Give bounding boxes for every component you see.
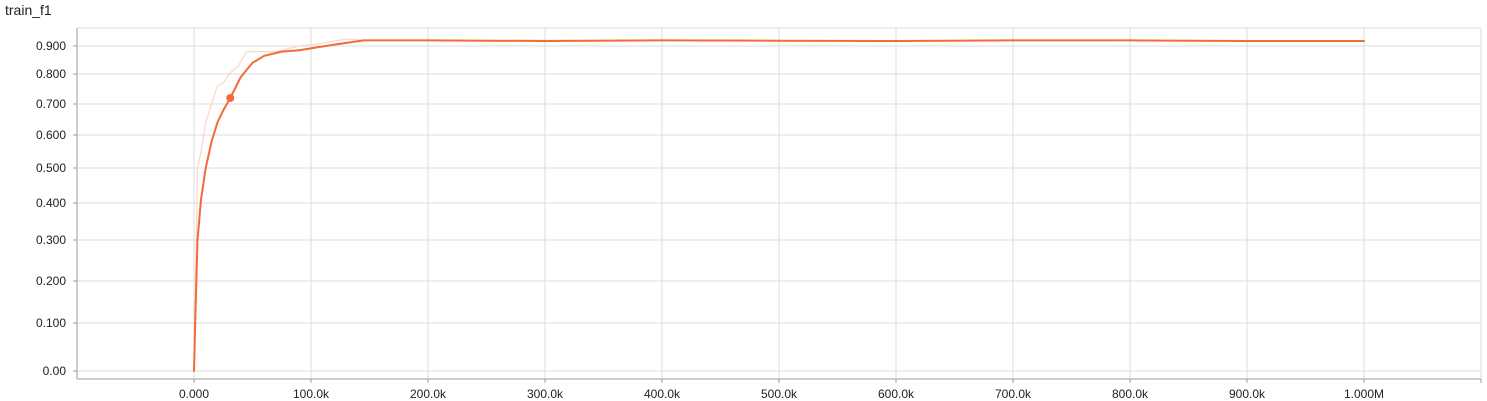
x-tick-label: 800.0k: [1112, 387, 1149, 401]
y-tick-label: 0.700: [36, 97, 66, 111]
x-axis-ticks: 0.000 100.0k 200.0k 300.0k 400.0k 500.0k 600.0…: [179, 379, 1384, 401]
x-tick-label: 700.0k: [995, 387, 1032, 401]
highlight-point[interactable]: [226, 94, 235, 102]
x-tick-label: 600.0k: [878, 387, 915, 401]
y-tick-label: 0.800: [36, 67, 66, 81]
y-tick-label: 0.00: [43, 364, 67, 378]
x-tick-label: 300.0k: [527, 387, 564, 401]
y-tick-label: 0.400: [36, 196, 66, 210]
y-tick-label: 0.600: [36, 128, 66, 142]
x-tick-label: 200.0k: [410, 387, 447, 401]
x-tick-label: 0.000: [179, 387, 209, 401]
x-tick-label: 100.0k: [293, 387, 330, 401]
smoothed-series-line: [193, 39, 1365, 372]
y-tick-label: 0.100: [36, 316, 66, 330]
y-tick-label: 0.200: [36, 274, 66, 288]
series-group: [193, 38, 1365, 372]
grid-lines: [77, 28, 1481, 379]
y-axis-ticks: 0.00 0.100 0.200 0.300 0.400 0.500 0.600 0.700 0…: [36, 39, 77, 378]
x-tick-label: 900.0k: [1229, 387, 1266, 401]
x-tick-label: 400.0k: [644, 387, 681, 401]
y-tick-label: 0.300: [36, 233, 66, 247]
x-tick-label: 500.0k: [761, 387, 798, 401]
y-tick-label: 0.500: [36, 161, 66, 175]
x-tick-label: 1.000M: [1344, 387, 1384, 401]
y-tick-label: 0.900: [36, 39, 66, 53]
chart-title: train_f1: [5, 2, 52, 18]
